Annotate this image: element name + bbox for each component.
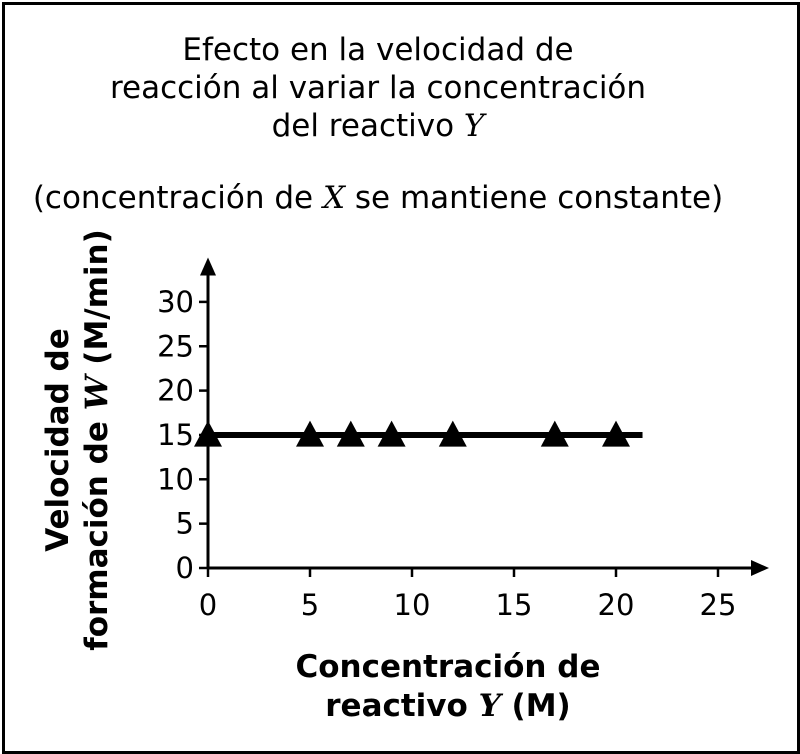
data-point-marker xyxy=(377,420,406,447)
data-point-marker xyxy=(336,420,365,447)
x-tick-label: 20 xyxy=(598,588,635,622)
data-point-marker xyxy=(602,420,630,447)
data-point-marker xyxy=(296,420,324,447)
y-axis-arrow xyxy=(200,257,216,276)
x-axis-label-line-2: reactivo Y (M) xyxy=(325,688,571,724)
x-tick-label: 0 xyxy=(199,588,217,622)
y-tick-label: 15 xyxy=(157,418,194,452)
y-tick-label: 20 xyxy=(157,374,194,408)
title-line-3: del reactivo Y xyxy=(271,108,485,144)
title-line-2: reacción al variar la concentración xyxy=(109,70,647,106)
x-axis-label: Concentración de reactivo Y (M) xyxy=(228,648,668,726)
title-line-1: Efecto en la velocidad de xyxy=(182,32,574,68)
x-axis-label-line-1: Concentración de xyxy=(295,649,601,685)
x-axis-arrow xyxy=(751,560,769,576)
y-tick-label: 10 xyxy=(157,462,194,496)
x-tick-label: 5 xyxy=(301,588,319,622)
y-tick-label: 5 xyxy=(176,507,194,541)
y-tick-label: 25 xyxy=(157,329,194,363)
y-tick-label: 0 xyxy=(176,551,194,585)
y-tick-label: 30 xyxy=(157,285,194,319)
x-tick-label: 25 xyxy=(700,588,737,622)
chart-subtitle: (concentración de X se mantiene constant… xyxy=(32,180,724,216)
x-tick-label: 10 xyxy=(394,588,431,622)
x-tick-label: 15 xyxy=(496,588,533,622)
data-point-marker xyxy=(194,420,222,447)
data-point-marker xyxy=(540,420,569,447)
data-point-marker xyxy=(438,420,467,447)
chart-title: Efecto en la velocidad de reacción al va… xyxy=(5,31,751,145)
